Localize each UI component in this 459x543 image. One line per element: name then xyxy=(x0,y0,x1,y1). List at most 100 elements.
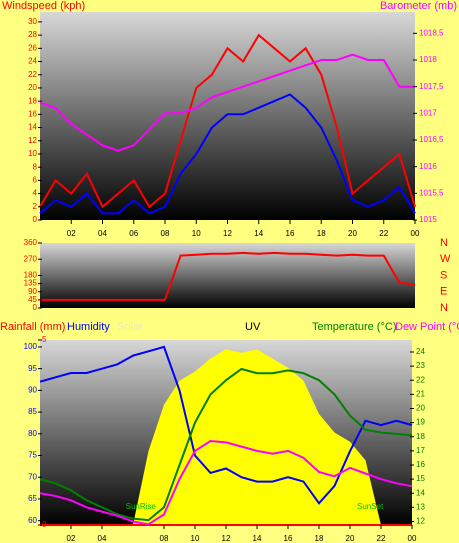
y-tick-label: 85 xyxy=(28,407,37,416)
x-tick-label: 12 xyxy=(222,534,231,543)
compass-label: S xyxy=(440,269,447,281)
y-tick-label: 16 xyxy=(28,109,37,118)
area xyxy=(40,349,412,525)
panel-direction xyxy=(40,243,415,308)
y-tick-label: 70 xyxy=(28,472,37,481)
y2-tick-label: 23 xyxy=(416,361,425,370)
y-tick-label: 100 xyxy=(24,342,38,351)
legend-label: Humidity xyxy=(67,321,110,333)
y2-tick-label: 22 xyxy=(416,375,425,384)
y-tick-label: 270 xyxy=(24,254,38,263)
y-tick-label: 90 xyxy=(28,287,37,296)
annotation: SunSet xyxy=(357,502,384,511)
x-tick-label: 02 xyxy=(67,229,76,238)
y-tick-label: 28 xyxy=(28,30,37,39)
line xyxy=(39,53,415,152)
y2-tick-label: 12 xyxy=(416,517,425,526)
x-tick-label: 16 xyxy=(284,534,293,543)
y2-tick-label: 18 xyxy=(416,432,425,441)
y-tick-label: 14 xyxy=(28,123,37,132)
legend-label: Dew Point (°C xyxy=(395,321,459,333)
y-tick-label: 80 xyxy=(28,429,37,438)
line xyxy=(40,251,416,301)
y2-tick-label: 16 xyxy=(416,460,425,469)
y2-tick-label: 1018,5 xyxy=(419,28,444,37)
x-tick-label: 06 xyxy=(129,229,138,238)
y-tick-label: 22 xyxy=(28,70,37,79)
y2-tick-label: 1018 xyxy=(419,55,437,64)
x-tick-label: 18 xyxy=(317,229,326,238)
line xyxy=(39,367,413,522)
x-tick-label: 04 xyxy=(98,229,107,238)
compass-label: E xyxy=(440,286,447,298)
y2-tick-label: 1017 xyxy=(419,108,437,117)
y-tick-label: 65 xyxy=(28,494,37,503)
x-tick-label: 10 xyxy=(191,534,200,543)
y-tick-label: 26 xyxy=(28,43,37,52)
y-tick-label: 135 xyxy=(24,279,38,288)
compass-label: W xyxy=(440,253,451,265)
x-tick-label: 00 xyxy=(408,534,417,543)
y2-tick-label: 1016 xyxy=(419,162,437,171)
y2-tick-label: 1015 xyxy=(419,215,437,224)
y-tick-label: 12 xyxy=(28,136,37,145)
y2-tick-label: 15 xyxy=(416,474,425,483)
y4-tick-label: 5 xyxy=(42,335,47,344)
x-tick-label: 02 xyxy=(67,534,76,543)
y-tick-label: 90 xyxy=(28,385,37,394)
y-tick-label: 45 xyxy=(28,295,37,304)
y-tick-label: 24 xyxy=(28,57,37,66)
compass-label: N xyxy=(440,237,448,249)
y2-tick-label: 14 xyxy=(416,488,425,497)
y-tick-label: 4 xyxy=(33,189,38,198)
compass-label: N xyxy=(440,302,448,314)
y2-tick-label: 24 xyxy=(416,347,425,356)
y-tick-label: 8 xyxy=(33,162,38,171)
y2-tick-label: 19 xyxy=(416,418,425,427)
line xyxy=(39,439,413,526)
y2-axis-title: Barometer (mb) xyxy=(380,0,457,12)
line xyxy=(39,93,416,215)
x-tick-label: 08 xyxy=(160,534,169,543)
y2-tick-label: 13 xyxy=(416,502,425,511)
x-tick-label: 22 xyxy=(377,534,386,543)
y-axis-title: Windspeed (kph) xyxy=(2,0,85,12)
x-tick-label: 12 xyxy=(223,229,232,238)
legend-label: Rainfall (mm) xyxy=(0,321,65,333)
y2-tick-label: 20 xyxy=(416,404,425,413)
x-tick-label: 20 xyxy=(348,229,357,238)
y-tick-label: 30 xyxy=(28,17,37,26)
y-tick-label: 75 xyxy=(28,451,37,460)
x-tick-label: 22 xyxy=(379,229,388,238)
x-tick-label: 14 xyxy=(253,534,262,543)
legend-label: Temperature (°C) xyxy=(312,321,396,333)
y-tick-label: 0 xyxy=(33,303,38,312)
y2-tick-label: 1016,5 xyxy=(419,135,444,144)
y-tick-label: 10 xyxy=(28,149,37,158)
x-tick-label: 00 xyxy=(411,229,420,238)
y-tick-label: 360 xyxy=(24,238,38,247)
annotation: UV xyxy=(245,321,261,333)
panel-wind xyxy=(40,12,415,220)
y-tick-label: 180 xyxy=(24,271,38,280)
x-tick-label: 10 xyxy=(192,229,201,238)
x-tick-label: 16 xyxy=(286,229,295,238)
line xyxy=(39,33,416,209)
y-tick-label: 18 xyxy=(28,96,37,105)
legend-label: Solar xyxy=(117,321,143,333)
y2-tick-label: 21 xyxy=(416,389,425,398)
y-tick-label: 20 xyxy=(28,83,37,92)
y-tick-label: 0 xyxy=(33,215,38,224)
y4-tick-label: 0 xyxy=(42,520,47,529)
y2-tick-label: 1017,5 xyxy=(419,82,444,91)
y-tick-label: 6 xyxy=(33,175,38,184)
x-tick-label: 04 xyxy=(98,534,107,543)
y-tick-label: 2 xyxy=(33,202,38,211)
x-tick-label: 14 xyxy=(254,229,263,238)
annotation: SunRise xyxy=(126,502,157,511)
y-tick-label: 60 xyxy=(28,516,37,525)
x-tick-label: 20 xyxy=(346,534,355,543)
line xyxy=(39,345,413,505)
x-tick-label: 18 xyxy=(315,534,324,543)
